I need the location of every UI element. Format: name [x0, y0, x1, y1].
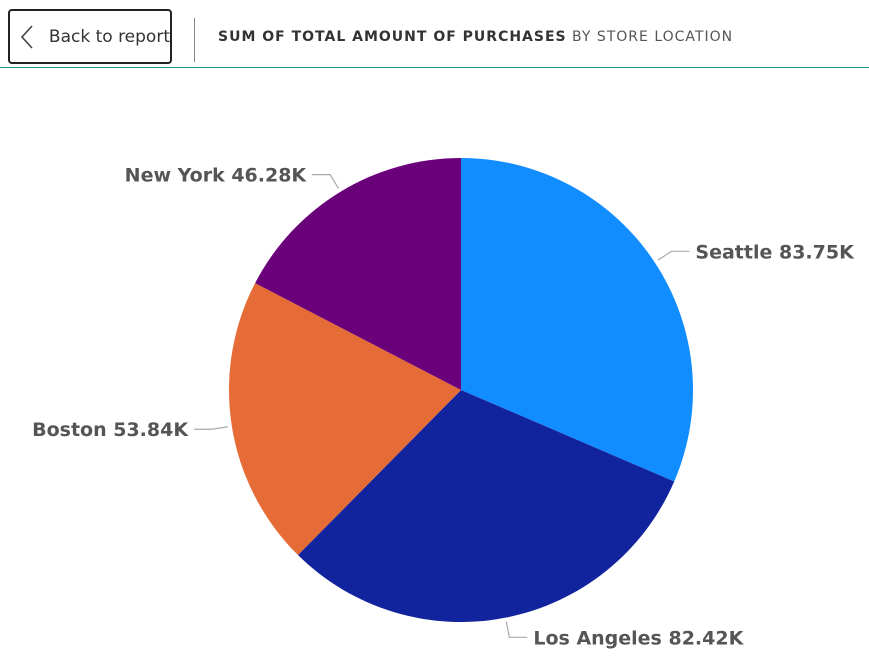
- data-label-boston: Boston 53.84K: [32, 419, 189, 441]
- chevron-left-icon: [14, 22, 41, 52]
- leader-line-boston: [194, 426, 228, 430]
- header-divider: [194, 18, 195, 62]
- back-button-label: Back to report: [48, 26, 170, 47]
- pie-chart: Seattle 83.75K Los Angeles 82.42K Boston 5…: [32, 158, 855, 649]
- leader-line-seattle: [657, 250, 690, 261]
- leader-line-new-york: [312, 174, 339, 189]
- data-label-los-angeles: Los Angeles 82.42K: [533, 627, 744, 649]
- chart-subtitle: BY STORE LOCATION: [572, 29, 734, 45]
- data-label-seattle: Seattle 83.75K: [695, 241, 855, 263]
- pie-slice-los-angeles[interactable]: [297, 390, 675, 622]
- chart-title: SUM OF TOTAL AMOUNT OF PURCHASES: [218, 29, 567, 45]
- header-bar: Back to report SUM OF TOTAL AMOUNT OF PU…: [0, 0, 869, 68]
- leader-line-los-angeles: [505, 621, 528, 638]
- pie-slice-seattle[interactable]: [461, 158, 693, 482]
- back-to-report-button[interactable]: Back to report: [8, 9, 172, 64]
- pie-slice-new-york[interactable]: [255, 158, 461, 390]
- data-label-new-york: New York 46.28K: [125, 165, 308, 187]
- pie-slice-boston[interactable]: [229, 283, 461, 556]
